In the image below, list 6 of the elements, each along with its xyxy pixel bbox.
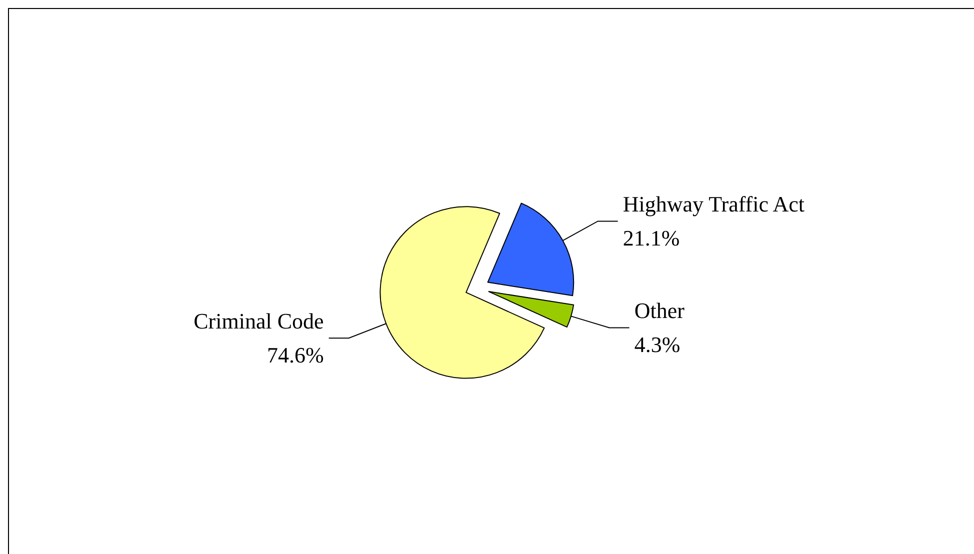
slice-label: Highway Traffic Act	[622, 192, 805, 217]
slice-label: Other	[634, 298, 686, 324]
data-label: 4.3%	[634, 332, 680, 358]
data-label: 74.6%	[266, 342, 324, 368]
data-label: 21.1%	[622, 226, 680, 251]
slice-label: Criminal Code	[194, 308, 324, 334]
